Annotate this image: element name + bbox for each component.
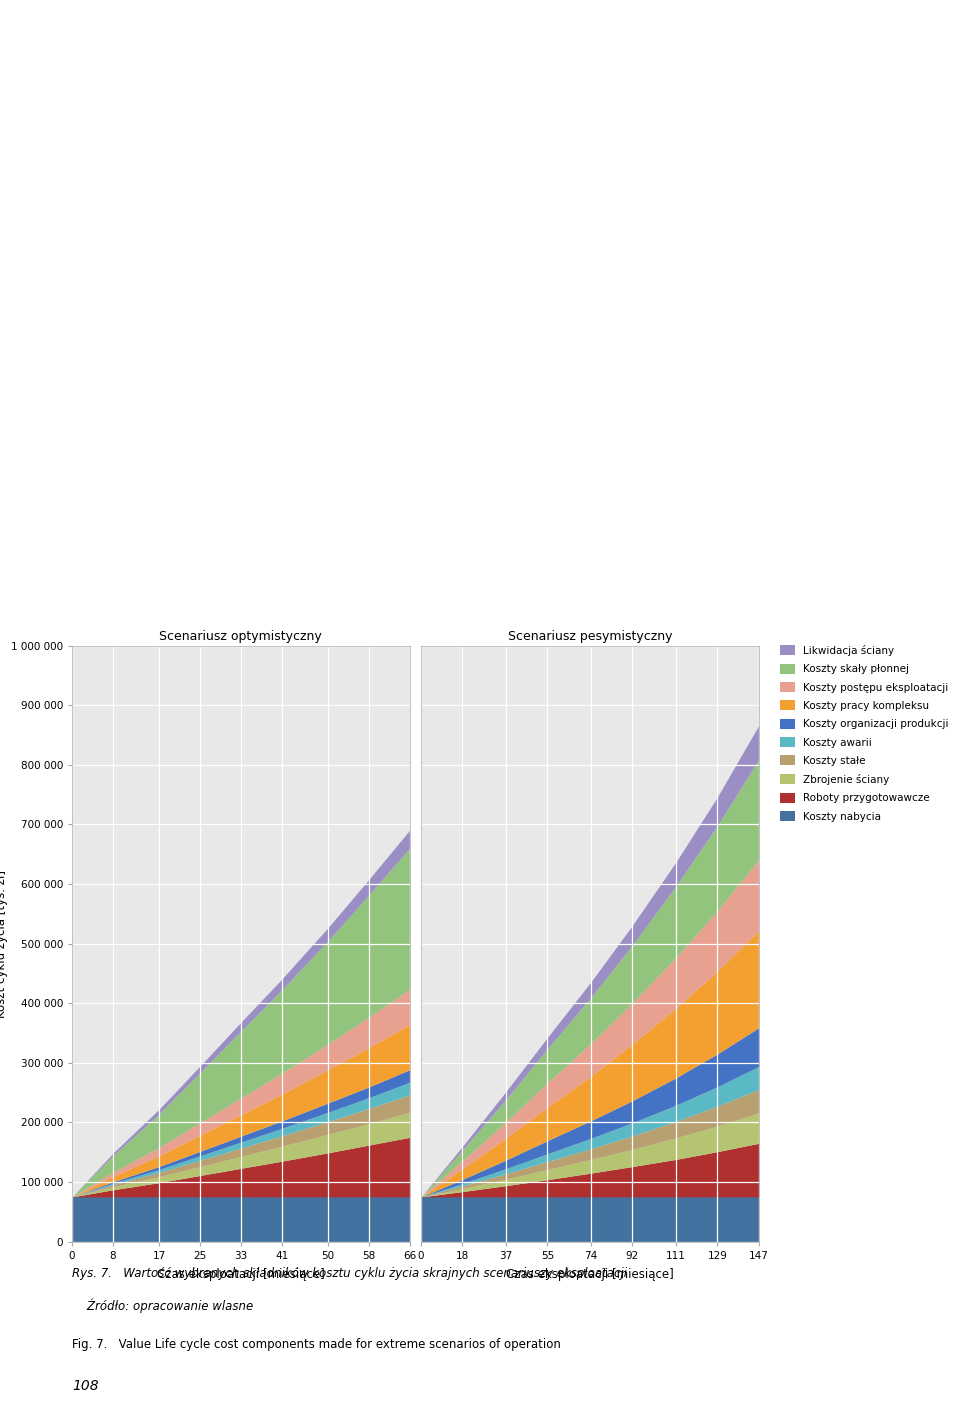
X-axis label: Czas eksploatacji [miesiące]: Czas eksploatacji [miesiące]: [506, 1267, 674, 1280]
Y-axis label: Koszt cyklu życia [tys. zł]: Koszt cyklu życia [tys. zł]: [0, 870, 8, 1017]
Title: Scenariusz optymistyczny: Scenariusz optymistyczny: [159, 630, 323, 643]
Legend: Likwidacja ściany, Koszty skały płonnej, Koszty postępu eksploatacji, Koszty pra: Likwidacja ściany, Koszty skały płonnej,…: [780, 644, 948, 822]
Text: Rys. 7.   Wartość wybranych składników kosztu cyklu życia skrajnych scenariuszy : Rys. 7. Wartość wybranych składników kos…: [72, 1267, 627, 1280]
Title: Scenariusz pesymistyczny: Scenariusz pesymistyczny: [508, 630, 672, 643]
Text: 108: 108: [72, 1379, 99, 1393]
Text: Źródło: opracowanie wlasne: Źródło: opracowanie wlasne: [72, 1298, 253, 1313]
Text: Fig. 7.   Value Life cycle cost components made for extreme scenarios of operati: Fig. 7. Value Life cycle cost components…: [72, 1338, 561, 1351]
X-axis label: Czas eksploatacji [miesiące]: Czas eksploatacji [miesiące]: [156, 1267, 324, 1280]
